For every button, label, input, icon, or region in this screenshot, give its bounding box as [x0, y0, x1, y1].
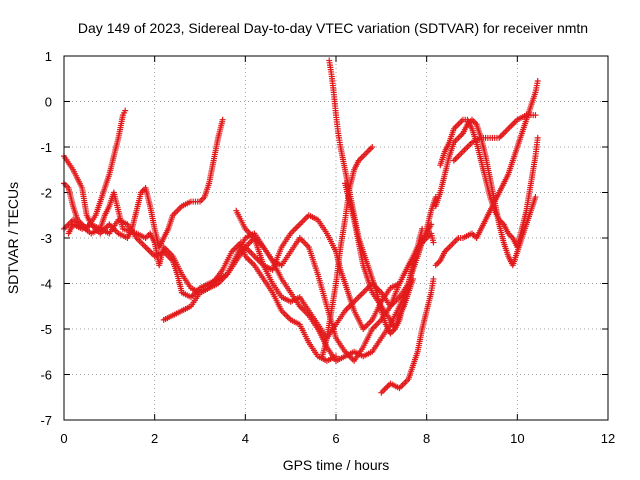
y-tick-label: -5: [40, 322, 52, 337]
x-tick-label: 6: [332, 431, 339, 446]
data-point: [430, 239, 437, 246]
series-pass-A: [61, 189, 339, 364]
y-tick-label: 1: [45, 49, 52, 64]
chart-title: Day 149 of 2023, Sidereal Day-to-day VTE…: [78, 20, 588, 36]
series-pass-C: [61, 116, 226, 251]
series-pass-K: [378, 275, 437, 396]
y-tick-label: -6: [40, 368, 52, 383]
y-tick-label: -1: [40, 140, 52, 155]
y-tick-label: -2: [40, 186, 52, 201]
data-point: [122, 107, 129, 114]
x-tick-label: 10: [510, 431, 524, 446]
y-tick-label: 0: [45, 95, 52, 110]
x-tick-label: 12: [601, 431, 615, 446]
data-point: [534, 134, 541, 141]
y-tick-label: -4: [40, 277, 52, 292]
x-tick-label: 8: [423, 431, 430, 446]
series-pass-E: [160, 194, 439, 364]
x-tick-labels: 0 2 4 6 8 10 12: [60, 431, 615, 446]
y-tick-label: -3: [40, 231, 52, 246]
y-axis-label: SDTVAR / TECUs: [5, 182, 21, 294]
data-point: [532, 112, 539, 119]
data-point: [532, 194, 539, 201]
x-tick-label: 0: [60, 431, 67, 446]
data-point: [369, 144, 376, 150]
x-axis-label: GPS time / hours: [283, 457, 390, 473]
data-point: [410, 275, 417, 282]
data-point: [430, 275, 437, 282]
data-point: [419, 225, 426, 232]
data-points: [61, 57, 541, 396]
y-tick-labels: -7 -6 -5 -4 -3 -2 -1 0 1: [40, 49, 52, 428]
data-point: [219, 116, 226, 123]
plot-frame: [63, 55, 609, 421]
data-point: [534, 78, 541, 85]
series-pass-O: [450, 112, 539, 164]
series-pass-J: [342, 180, 417, 332]
y-tick-label: -7: [40, 413, 52, 428]
x-tick-label: 2: [151, 431, 158, 446]
x-tick-label: 4: [242, 431, 249, 446]
